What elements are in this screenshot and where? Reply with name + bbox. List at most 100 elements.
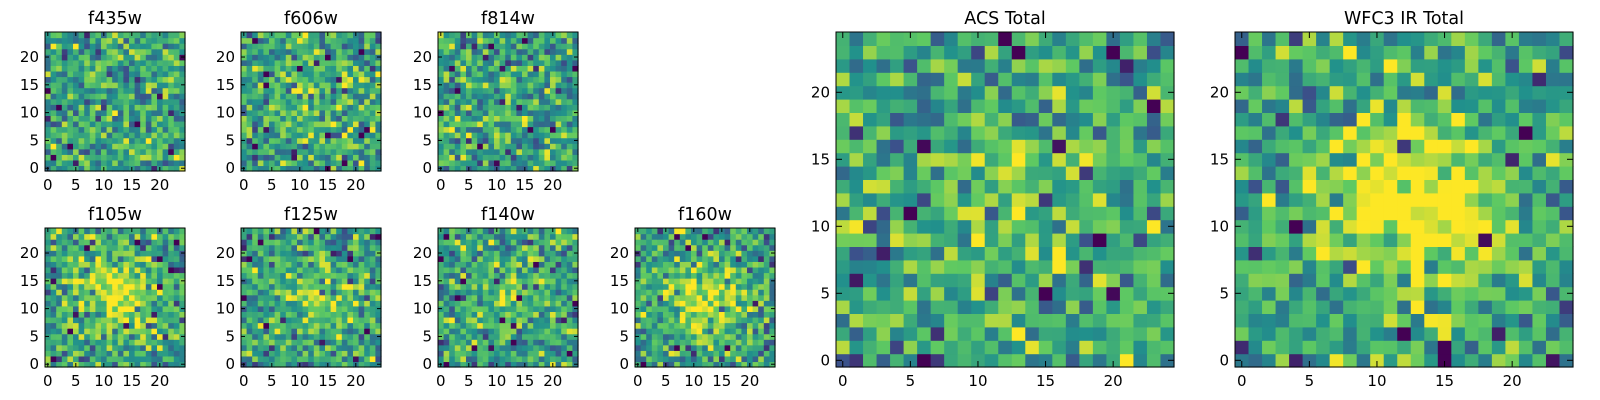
pixel xyxy=(269,126,276,133)
pixel xyxy=(319,165,326,172)
pixel xyxy=(488,350,495,357)
pixel xyxy=(538,283,545,290)
pixel xyxy=(347,228,354,235)
pixel xyxy=(707,228,714,235)
pixel xyxy=(550,272,557,279)
pixel xyxy=(566,37,573,44)
pixel xyxy=(61,339,68,346)
pixel xyxy=(61,233,68,240)
pixel xyxy=(157,355,164,363)
pixel xyxy=(635,311,642,318)
pixel xyxy=(533,322,540,329)
pixel xyxy=(668,328,675,335)
pixel xyxy=(471,43,478,50)
pixel xyxy=(341,278,348,285)
pixel xyxy=(651,333,658,340)
pixel xyxy=(510,239,517,246)
pixel xyxy=(269,87,276,94)
pixel xyxy=(106,148,113,155)
pixel xyxy=(117,233,124,240)
pixel xyxy=(280,272,287,279)
pixel xyxy=(257,294,264,301)
pixel xyxy=(117,228,124,235)
pixel xyxy=(499,70,506,78)
pixel xyxy=(1038,192,1053,207)
pixel xyxy=(95,272,102,279)
x-tick-label: 0 xyxy=(239,372,249,390)
pixel xyxy=(903,300,918,314)
pixel xyxy=(341,300,348,307)
pixel xyxy=(550,350,557,357)
pixel xyxy=(499,289,506,296)
pixel xyxy=(56,228,63,235)
pixel xyxy=(347,361,354,368)
pixel xyxy=(302,59,309,66)
pixel xyxy=(651,289,658,296)
pixel xyxy=(944,313,959,328)
pixel xyxy=(319,65,326,72)
pixel xyxy=(876,152,891,167)
pixel xyxy=(95,59,102,66)
pixel xyxy=(735,239,742,246)
pixel xyxy=(50,43,57,50)
pixel xyxy=(353,244,360,251)
pixel xyxy=(252,82,259,89)
pixel xyxy=(443,311,450,318)
pixel xyxy=(836,286,851,301)
pixel xyxy=(538,233,545,240)
pixel xyxy=(375,43,382,50)
pixel xyxy=(702,228,709,235)
pixel xyxy=(162,311,169,318)
pixel xyxy=(263,322,270,329)
pixel xyxy=(145,104,152,111)
pixel xyxy=(179,355,186,363)
pixel xyxy=(510,132,517,139)
pixel xyxy=(538,361,545,368)
pixel xyxy=(61,137,68,144)
pixel xyxy=(112,316,119,324)
pixel xyxy=(162,300,169,307)
pixel xyxy=(280,87,287,94)
pixel xyxy=(257,316,264,324)
pixel xyxy=(84,350,91,357)
pixel xyxy=(269,109,276,116)
pixel xyxy=(836,192,851,207)
pixel xyxy=(50,266,57,274)
pixel xyxy=(129,233,136,240)
pixel xyxy=(106,59,113,66)
pixel xyxy=(971,246,986,261)
pixel xyxy=(330,65,337,72)
pixel xyxy=(561,159,568,167)
pixel xyxy=(297,70,304,78)
pixel xyxy=(724,283,731,290)
pixel xyxy=(173,300,180,307)
pixel xyxy=(325,115,332,122)
pixel xyxy=(566,350,573,357)
pixel xyxy=(369,159,376,167)
pixel xyxy=(375,98,382,105)
pixel xyxy=(168,255,175,262)
pixel xyxy=(280,300,287,307)
pixel xyxy=(145,70,152,78)
pixel xyxy=(482,322,489,329)
pixel xyxy=(252,132,259,139)
pixel xyxy=(269,148,276,155)
pixel xyxy=(280,132,287,139)
pixel xyxy=(1092,206,1107,221)
pixel xyxy=(522,137,529,144)
pixel xyxy=(449,165,456,172)
pixel xyxy=(123,48,130,55)
pixel xyxy=(302,311,309,318)
pixel xyxy=(291,43,298,50)
pixel xyxy=(646,300,653,307)
pixel xyxy=(313,250,320,257)
pixel xyxy=(252,76,259,83)
pixel xyxy=(297,76,304,83)
pixel xyxy=(50,143,57,150)
pixel xyxy=(679,261,686,268)
pixel xyxy=(179,244,186,251)
pixel xyxy=(302,322,309,329)
pixel xyxy=(1133,273,1148,288)
pixel xyxy=(117,59,124,66)
pixel xyxy=(917,326,932,341)
